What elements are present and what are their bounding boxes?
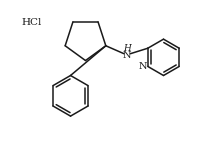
Text: HCl: HCl: [21, 18, 42, 27]
Text: N: N: [138, 62, 147, 71]
Text: N: N: [123, 51, 131, 60]
Text: H: H: [123, 45, 131, 53]
